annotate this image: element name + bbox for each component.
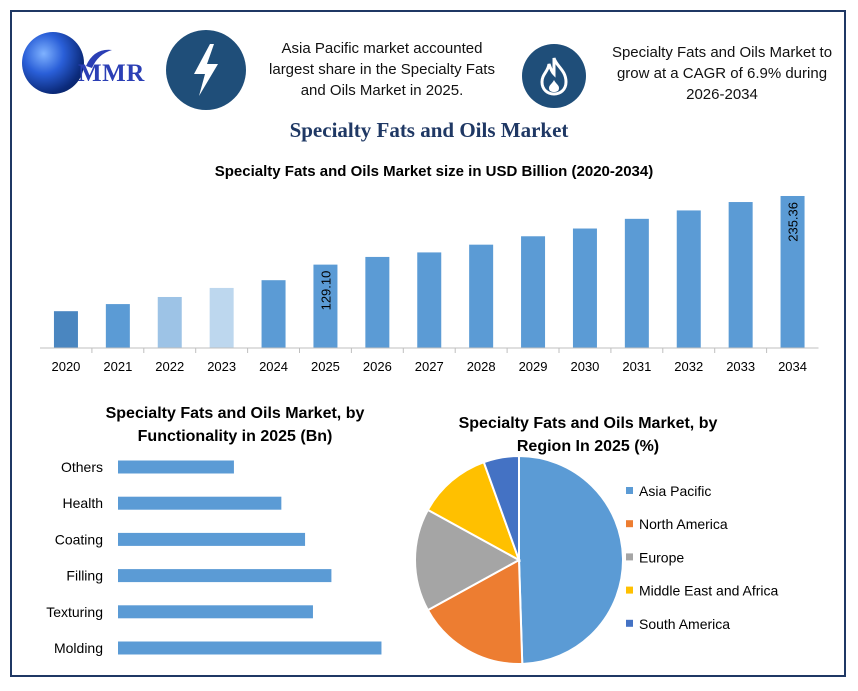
legend-swatch	[626, 520, 633, 528]
legend-swatch	[626, 487, 633, 494]
bar-2026	[365, 256, 390, 348]
tick-label-2033: 2033	[726, 359, 755, 374]
legend-item-south-america: South America	[639, 616, 730, 632]
bar-2020	[53, 311, 78, 348]
tick-label-2026: 2026	[363, 359, 392, 374]
hbar-health	[118, 496, 282, 510]
bar-2021	[105, 304, 130, 348]
hbar-coating	[118, 532, 306, 546]
legend-item-north-america: North America	[639, 516, 728, 532]
tick-label-2034: 2034	[778, 359, 807, 374]
region-chart-title: Specialty Fats and Oils Market, by Regio…	[458, 415, 718, 455]
tick-label-2023: 2023	[207, 359, 236, 374]
logo-swoosh-icon	[86, 49, 112, 68]
legend-swatch	[626, 586, 633, 594]
region-pie-chart: Asia Pacific North America Europe Middle Ea…	[414, 454, 779, 665]
category-label-texturing: Texturing	[46, 604, 103, 620]
hbar-molding	[118, 641, 382, 655]
legend-item-middle-east-and-africa: Middle East and Africa	[639, 583, 779, 599]
page-title: Specialty Fats and Oils Market	[289, 118, 569, 142]
pie-slice-europe	[414, 508, 522, 612]
globe-logo-icon	[22, 32, 84, 94]
hbar-texturing	[118, 605, 313, 619]
bar-2032	[676, 210, 701, 348]
legend-swatch	[626, 553, 633, 561]
tick-label-2027: 2027	[415, 359, 444, 374]
tick-label-2022: 2022	[155, 359, 184, 374]
tick-label-2031: 2031	[622, 359, 651, 374]
legend-item-europe: Europe	[639, 549, 684, 565]
tick-label-2030: 2030	[570, 359, 599, 374]
data-label-2025: 129.10	[318, 271, 333, 311]
data-label-2034: 235.36	[786, 202, 801, 242]
bar-2030	[572, 228, 597, 348]
bar-2027	[417, 252, 442, 348]
bar-2029	[521, 236, 546, 348]
pie-legend: Asia Pacific North America Europe Middle Ea…	[626, 483, 779, 632]
headline-cagr: Specialty Fats and Oils Market to grow a…	[611, 44, 833, 103]
bar-2022	[157, 296, 182, 348]
category-label-filling: Filling	[66, 568, 103, 584]
legend-swatch	[626, 619, 633, 627]
tick-label-2024: 2024	[259, 359, 288, 374]
functionality-chart-title: Specialty Fats and Oils Market, by Funct…	[105, 405, 365, 445]
bar-2023	[209, 287, 234, 348]
pie-slice-middle-east-and-africa	[426, 460, 521, 563]
hbar-filling	[118, 569, 332, 583]
bar-2028	[469, 244, 494, 348]
tick-label-2020: 2020	[51, 359, 80, 374]
bar-2031	[624, 218, 649, 348]
market-size-chart-title: Specialty Fats and Oils Market size in U…	[214, 163, 654, 180]
category-label-health: Health	[63, 495, 103, 511]
bar-2025	[313, 264, 338, 348]
tick-label-2021: 2021	[103, 359, 132, 374]
pie-slice-north-america	[426, 558, 524, 665]
tick-label-2032: 2032	[674, 359, 703, 374]
category-label-molding: Molding	[54, 640, 103, 656]
headline-asia-pacific: Asia Pacific market accounted largest sh…	[269, 40, 495, 99]
market-size-bar-chart: 2020 2021 2022 2023 2024 2025 129.10 2026 2027 20…	[40, 195, 819, 374]
hbar-others	[118, 460, 234, 474]
pie-slice-south-america	[482, 454, 520, 561]
tick-label-2025: 2025	[311, 359, 340, 374]
category-label-others: Others	[61, 459, 103, 475]
legend-item-asia-pacific: Asia Pacific	[639, 483, 711, 499]
lightning-icon	[166, 30, 246, 110]
pie-slice-asia-pacific	[518, 454, 624, 665]
tick-label-2029: 2029	[519, 359, 548, 374]
bar-2024	[261, 280, 286, 348]
functionality-bar-chart: Others Health Coating Filling Texturing Moldi…	[46, 459, 382, 656]
flame-icon	[522, 44, 586, 108]
bar-2034	[780, 195, 805, 348]
category-label-coating: Coating	[55, 531, 103, 547]
tick-label-2028: 2028	[467, 359, 496, 374]
bar-2033	[728, 202, 753, 348]
